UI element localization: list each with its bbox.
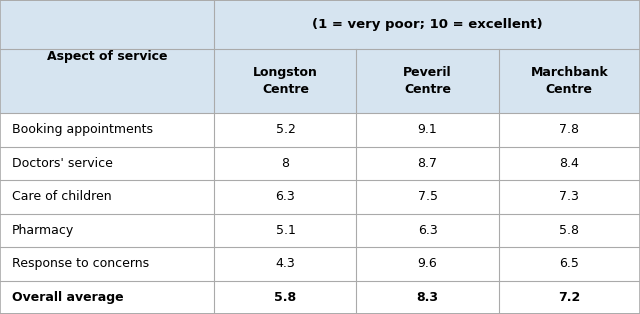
Text: 6.5: 6.5 (559, 257, 579, 270)
Text: 9.6: 9.6 (418, 257, 437, 270)
Text: Response to concerns: Response to concerns (12, 257, 148, 270)
Text: Marchbank
Centre: Marchbank Centre (531, 66, 608, 96)
Text: Longston
Centre: Longston Centre (253, 66, 318, 96)
Text: 9.1: 9.1 (418, 123, 437, 136)
Text: Booking appointments: Booking appointments (12, 123, 152, 136)
Bar (0, 180, 640, 214)
Bar (499, 49, 640, 113)
Bar (0, 0, 214, 113)
Text: 5.1: 5.1 (275, 224, 296, 237)
Text: 7.3: 7.3 (559, 190, 579, 203)
Text: 8: 8 (282, 157, 289, 170)
Text: 8.3: 8.3 (417, 291, 438, 304)
Text: Aspect of service: Aspect of service (47, 50, 168, 63)
Text: 4.3: 4.3 (276, 257, 295, 270)
Bar (0, 214, 640, 247)
Bar (356, 49, 499, 113)
Text: Overall average: Overall average (12, 291, 123, 304)
Text: Doctors' service: Doctors' service (12, 157, 113, 170)
Bar (0, 147, 640, 180)
Text: 8.4: 8.4 (559, 157, 579, 170)
Bar (0, 280, 640, 314)
Text: Care of children: Care of children (12, 190, 111, 203)
Text: (1 = very poor; 10 = excellent): (1 = very poor; 10 = excellent) (312, 18, 543, 31)
Bar (0, 247, 640, 280)
Bar (0, 113, 640, 147)
Bar (214, 0, 640, 49)
Bar (214, 49, 356, 113)
Text: 5.8: 5.8 (275, 291, 296, 304)
Text: 5.2: 5.2 (275, 123, 296, 136)
Text: 5.8: 5.8 (559, 224, 579, 237)
Text: Pharmacy: Pharmacy (12, 224, 74, 237)
Text: 8.7: 8.7 (417, 157, 438, 170)
Text: Peveril
Centre: Peveril Centre (403, 66, 452, 96)
Text: 6.3: 6.3 (418, 224, 437, 237)
Text: 7.8: 7.8 (559, 123, 579, 136)
Text: 6.3: 6.3 (276, 190, 295, 203)
Text: 7.2: 7.2 (558, 291, 580, 304)
Text: 7.5: 7.5 (417, 190, 438, 203)
